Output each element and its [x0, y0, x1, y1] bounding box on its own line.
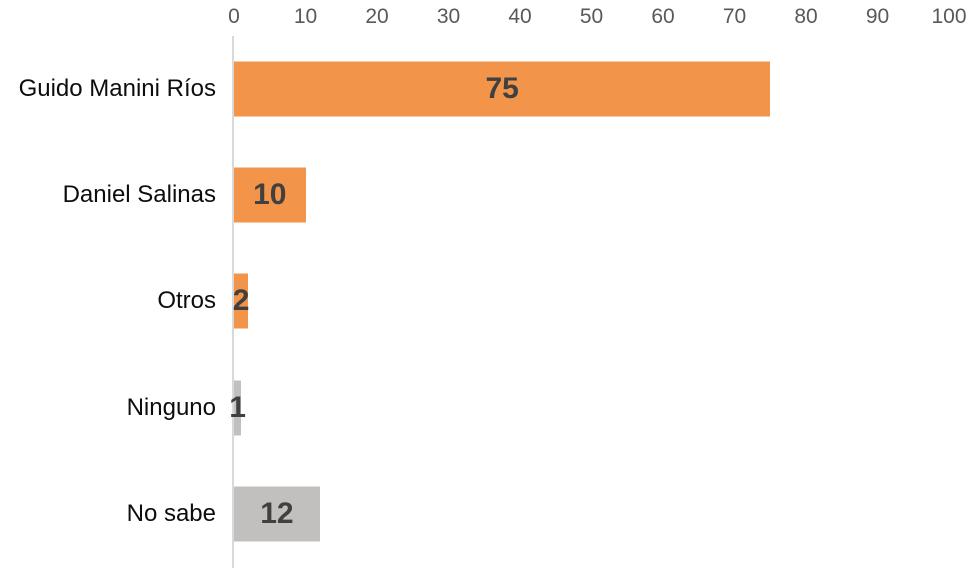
bar-row: No sabe 12 — [0, 461, 977, 567]
y-axis-line — [232, 36, 234, 568]
x-axis-tick-label: 10 — [293, 5, 318, 28]
x-axis-tick-label: 40 — [508, 5, 532, 28]
category-label: Daniel Salinas — [62, 181, 216, 209]
bar[interactable] — [234, 273, 249, 329]
bar-row: Guido Manini Ríos 75 — [0, 36, 977, 142]
category-label: Ninguno — [126, 393, 216, 421]
value-label: 2 — [232, 284, 250, 318]
x-axis-tick-label: 70 — [722, 5, 747, 28]
bar-row: Otros 2 — [0, 248, 977, 354]
x-axis-tick-label: 50 — [579, 5, 604, 28]
category-label: Otros — [157, 287, 216, 315]
bar[interactable] — [234, 380, 242, 436]
bar[interactable] — [234, 486, 320, 542]
value-label: 1 — [229, 390, 246, 424]
value-label: 10 — [253, 178, 287, 212]
value-label: 75 — [485, 72, 519, 106]
value-label: 12 — [260, 496, 294, 530]
category-label: No sabe — [126, 499, 216, 527]
category-label: Guido Manini Ríos — [18, 75, 216, 103]
bar[interactable] — [234, 167, 306, 223]
x-axis-tick-label: 30 — [436, 5, 461, 28]
bar-row: Ninguno 1 — [0, 355, 977, 461]
x-axis-tick-label: 90 — [865, 5, 890, 28]
x-axis-tick-label: 60 — [651, 5, 675, 28]
bar-row: Daniel Salinas 10 — [0, 142, 977, 248]
x-axis-tick-label: 20 — [365, 5, 389, 28]
x-axis-tick-label: 100 — [931, 5, 967, 28]
bar[interactable] — [234, 61, 771, 117]
x-axis-tick-label: 80 — [794, 5, 818, 28]
x-axis-tick-label: 0 — [228, 5, 240, 28]
